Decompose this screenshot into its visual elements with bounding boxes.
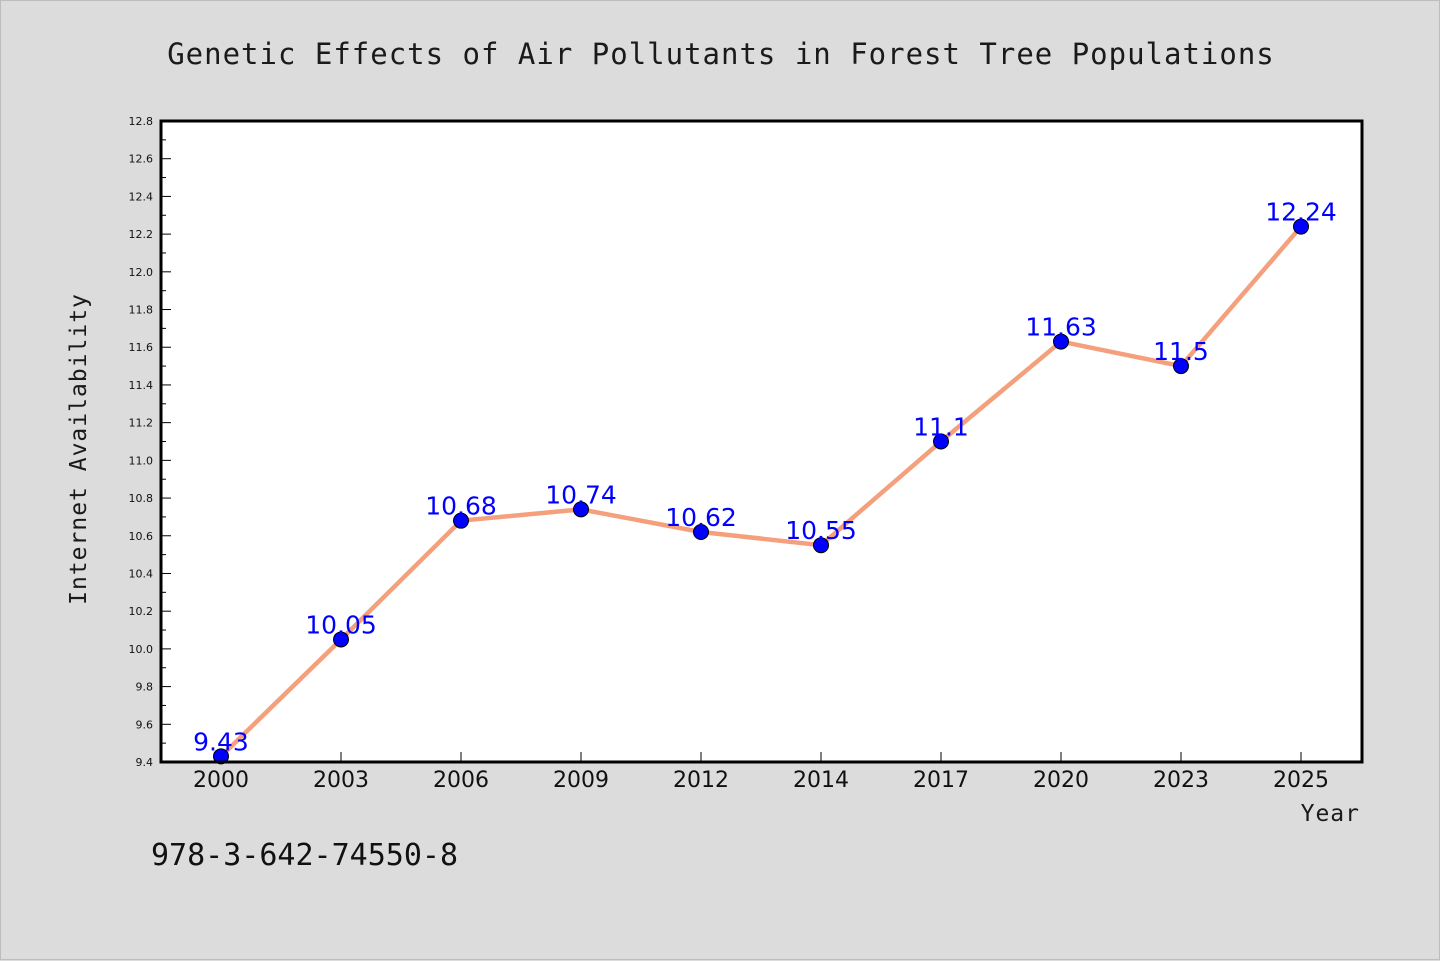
isbn-text: 978-3-642-74550-8 [151, 838, 458, 873]
data-point [1173, 358, 1189, 375]
data-labels: 9.43 10.05 10.68 10.74 10.62 10.55 11.1 11.63 11… [193, 198, 1337, 757]
series-line-group [218, 224, 1304, 759]
data-point [1053, 333, 1069, 350]
data-label: 10.55 [785, 516, 857, 545]
data-label: 11.63 [1025, 313, 1097, 342]
x-tick-label: 2000 [193, 768, 249, 793]
y-tick-label: 12.8 [129, 115, 154, 128]
y-axis: 9.4 9.6 9.8 10.0 10.2 10.4 10.6 10.8 11.0 11.2 11.… [129, 115, 171, 769]
data-point [813, 537, 829, 554]
data-label: 11.1 [913, 413, 969, 442]
y-tick-label: 10.4 [129, 567, 154, 580]
y-tick-label: 10.0 [129, 643, 154, 656]
y-tick-label: 11.8 [129, 304, 154, 317]
plot-border [159, 119, 1364, 764]
data-point [453, 512, 469, 529]
y-axis-title: Internet Availability [66, 293, 92, 605]
y-tick-label: 10.2 [129, 605, 154, 618]
data-label: 9.43 [193, 727, 249, 756]
y-tick-label: 11.2 [129, 417, 154, 430]
data-point [1293, 218, 1309, 235]
y-tick-label: 9.8 [136, 681, 154, 694]
data-point [333, 631, 349, 648]
data-point [573, 501, 589, 518]
y-tick-label: 12.2 [129, 228, 154, 241]
x-tick-label: 2012 [673, 768, 729, 793]
y-tick-label: 10.8 [129, 492, 154, 505]
x-axis-title: Year [1301, 801, 1360, 827]
x-tick-label: 2014 [793, 768, 849, 793]
x-tick-label: 2003 [313, 768, 369, 793]
y-tick-label: 11.4 [129, 379, 154, 392]
y-tick-label: 12.6 [129, 153, 154, 166]
data-point [933, 433, 949, 450]
data-label: 10.05 [305, 610, 377, 639]
y-tick-label: 12.0 [129, 266, 154, 279]
data-point [213, 748, 229, 765]
x-tick-label: 2020 [1033, 768, 1089, 793]
data-label: 11.5 [1153, 337, 1209, 366]
data-label: 10.68 [425, 492, 497, 521]
x-tick-label: 2023 [1153, 768, 1209, 793]
series-line [218, 224, 1304, 759]
y-tick-label: 10.6 [129, 530, 154, 543]
data-label: 12.24 [1265, 198, 1337, 227]
y-tick-label: 9.6 [136, 718, 154, 731]
data-label: 10.62 [665, 503, 737, 532]
y-tick-label: 11.0 [129, 454, 154, 467]
x-tick-label: 2006 [433, 768, 489, 793]
y-tick-label: 11.6 [129, 341, 154, 354]
chart-title: Genetic Effects of Air Pollutants in For… [167, 37, 1275, 71]
x-tick-label: 2025 [1273, 768, 1329, 793]
y-tick-label: 12.4 [129, 190, 154, 203]
y-tick-label: 9.4 [136, 756, 154, 769]
x-axis: 2000 2003 2006 2009 2012 2014 2017 2020 2023 2025 [193, 752, 1329, 793]
x-tick-label: 2017 [913, 768, 969, 793]
x-tick-label: 2009 [553, 768, 609, 793]
series-markers [213, 218, 1309, 765]
plot-area [161, 121, 1362, 762]
data-label: 10.74 [545, 480, 617, 509]
data-point [693, 523, 709, 540]
